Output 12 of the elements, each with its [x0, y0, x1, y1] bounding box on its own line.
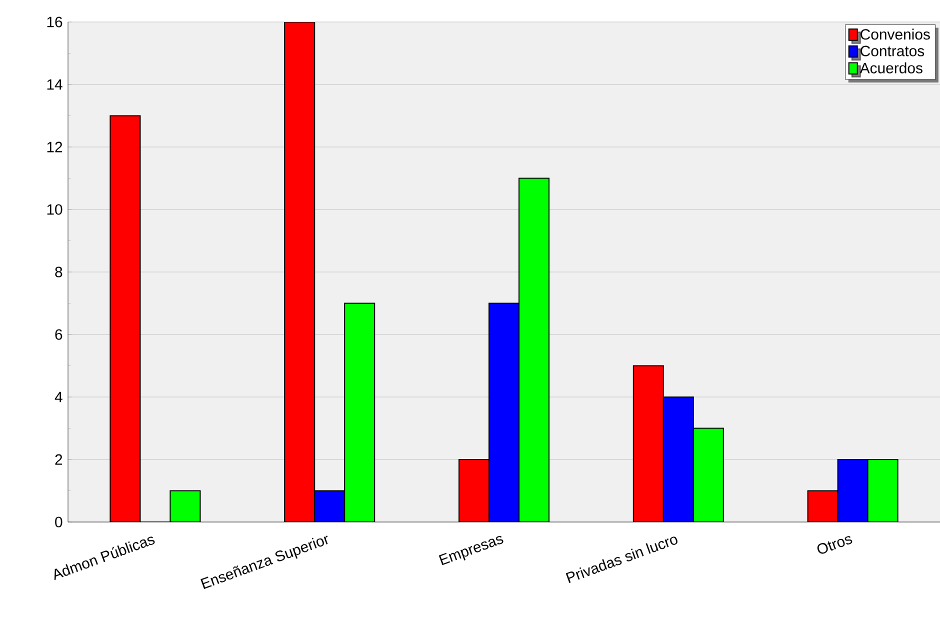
y-tick-label: 12 [47, 142, 62, 152]
y-tick-label: 16 [47, 16, 62, 28]
y-tick-label: 14 [47, 79, 62, 90]
x-tick-label: Otros [817, 536, 852, 554]
y-tick-label: 2 [55, 454, 62, 465]
legend-label: Contratos [860, 46, 924, 56]
legend-label: Convenios [860, 28, 930, 40]
y-tick-label: 0 [55, 516, 62, 528]
y-tick-label: 10 [47, 204, 62, 215]
y-tick-label: 4 [54, 392, 62, 402]
y-tick-label: 6 [55, 329, 62, 340]
y-tick-label: 8 [55, 266, 62, 278]
